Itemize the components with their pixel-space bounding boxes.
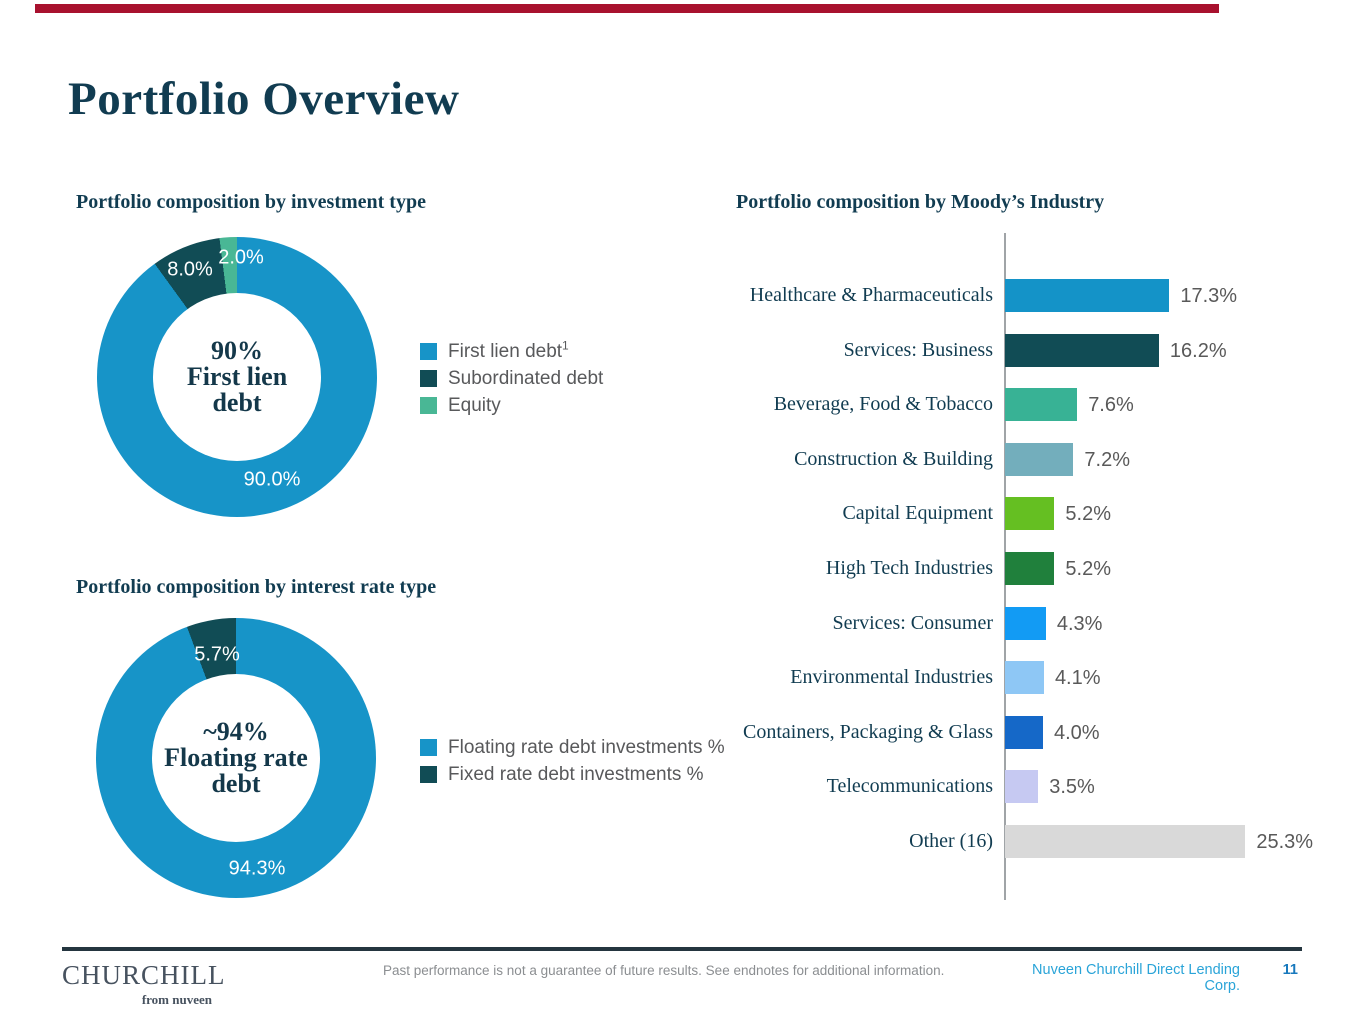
bar-value-label: 16.2% xyxy=(1169,339,1227,362)
bar-category-label: Capital Equipment xyxy=(842,502,993,525)
heading-moodys-industry: Portfolio composition by Moody’s Industr… xyxy=(736,191,1105,213)
from-nuveen-tagline: from nuveen xyxy=(141,992,212,1007)
bar-row: Beverage, Food & Tobacco 7.6% xyxy=(663,388,1323,422)
footer-divider-line xyxy=(62,947,1302,951)
donut-center-investment-type: 90% First lien debt xyxy=(153,293,321,461)
heading-investment-type: Portfolio composition by investment type xyxy=(76,191,426,213)
donut-center-label: Floating rate xyxy=(164,743,308,772)
bar-value-label: 7.6% xyxy=(1088,394,1134,417)
donut-center-label: First lien xyxy=(186,362,288,391)
bar-rect xyxy=(1005,497,1055,531)
donut-chart-investment-type: 90% First lien debt xyxy=(97,237,377,517)
donut-center-value: ~94% xyxy=(203,717,269,746)
donut-center-label: debt xyxy=(212,388,262,417)
bar-value-label: 4.1% xyxy=(1054,667,1101,690)
bar-row: High Tech Industries 5.2% xyxy=(663,552,1323,585)
legend-swatch xyxy=(420,739,437,756)
footer-disclaimer: Past performance is not a guarantee of f… xyxy=(383,963,945,978)
donut-center-label: debt xyxy=(211,769,261,798)
legend-swatch xyxy=(420,766,437,783)
bar-row: Services: Business 16.2% xyxy=(663,333,1323,367)
legend-item: Subordinated debt xyxy=(420,365,603,392)
legend-interest-rate: Floating rate debt investments % Fixed ra… xyxy=(420,734,725,788)
slice-label-first-lien: 90.0% xyxy=(243,468,301,491)
bar-category-label: Containers, Packaging & Glass xyxy=(743,720,993,743)
top-accent-bar xyxy=(35,4,1219,13)
bar-row: Containers, Packaging & Glass 4.0% xyxy=(663,715,1323,749)
bar-row: Other (16) 25.3% xyxy=(663,825,1323,858)
bar-rect xyxy=(1005,388,1078,422)
bar-row: Services: Consumer 4.3% xyxy=(663,606,1323,640)
bar-row: Telecommunications 3.5% xyxy=(663,770,1323,804)
legend-label: Fixed rate debt investments % xyxy=(448,763,704,785)
bar-category-label: Environmental Industries xyxy=(790,666,993,689)
bar-value-label: 7.2% xyxy=(1084,448,1130,471)
bar-row: Capital Equipment 5.2% xyxy=(663,497,1323,531)
churchill-wordmark: CHURCHILL xyxy=(62,960,226,990)
bar-category-label: High Tech Industries xyxy=(825,557,993,579)
donut-center-value: 90% xyxy=(211,336,263,365)
bar-chart-moodys-industry: Healthcare & Pharmaceuticals 17.3% Service… xyxy=(663,279,1323,879)
legend-item: First lien debt1 xyxy=(420,338,603,365)
bar-value-label: 5.2% xyxy=(1065,503,1111,526)
legend-label: Subordinated debt xyxy=(448,367,604,389)
footer-company-name: Nuveen Churchill Direct Lending Corp. xyxy=(1032,962,1240,994)
legend-label: Equity xyxy=(448,394,501,416)
legend-swatch xyxy=(420,343,437,360)
slice-label-equity: 2.0% xyxy=(218,246,264,269)
slice-label-fixed-rate: 5.7% xyxy=(194,643,240,666)
donut-center-interest-rate: ~94% Floating rate debt xyxy=(152,674,320,842)
footnote-superscript: 1 xyxy=(562,338,569,353)
legend-swatch xyxy=(420,397,437,414)
bar-rect xyxy=(1005,825,1246,858)
bar-category-label: Other (16) xyxy=(909,830,993,852)
bar-value-label: 5.2% xyxy=(1065,558,1111,580)
donut-chart-interest-rate: ~94% Floating rate debt xyxy=(96,618,376,898)
bar-category-label: Services: Business xyxy=(843,338,993,361)
slice-label-floating-rate: 94.3% xyxy=(228,857,286,880)
bar-rect xyxy=(1005,552,1055,585)
bar-value-label: 4.0% xyxy=(1054,721,1100,744)
bar-rect xyxy=(1005,606,1046,640)
bar-row: Construction & Building 7.2% xyxy=(663,442,1323,476)
bar-rect xyxy=(1005,715,1043,749)
heading-interest-rate-type: Portfolio composition by interest rate t… xyxy=(76,576,437,598)
churchill-logo: CHURCHILL from nuveen xyxy=(62,960,226,1008)
slice-label-subordinated: 8.0% xyxy=(167,258,213,281)
footer-page-number: 11 xyxy=(1282,962,1298,978)
bar-value-label: 17.3% xyxy=(1180,285,1238,307)
bar-category-label: Beverage, Food & Tobacco xyxy=(773,393,993,416)
legend-investment-type: First lien debt1 Subordinated debt Equity xyxy=(420,338,603,419)
legend-item: Equity xyxy=(420,392,603,419)
bar-rect xyxy=(1005,333,1159,367)
legend-item: Floating rate debt investments % xyxy=(420,734,725,761)
page-title: Portfolio Overview xyxy=(68,73,460,125)
legend-item: Fixed rate debt investments % xyxy=(420,761,725,788)
legend-swatch xyxy=(420,370,437,387)
bar-rect xyxy=(1005,279,1170,312)
legend-label: First lien debt1 xyxy=(448,338,569,362)
legend-label: Floating rate debt investments % xyxy=(448,736,725,758)
bar-category-label: Services: Consumer xyxy=(832,611,993,634)
bar-category-label: Telecommunications xyxy=(826,775,993,798)
bar-value-label: 3.5% xyxy=(1049,776,1095,799)
bar-rect xyxy=(1005,770,1039,804)
bar-row: Environmental Industries 4.1% xyxy=(663,661,1323,695)
bar-category-label: Healthcare & Pharmaceuticals xyxy=(749,284,993,306)
bar-value-label: 25.3% xyxy=(1256,831,1314,853)
bar-rect xyxy=(1005,661,1044,695)
bar-rect xyxy=(1005,442,1074,476)
bar-row: Healthcare & Pharmaceuticals 17.3% xyxy=(663,279,1323,312)
bar-category-label: Construction & Building xyxy=(794,447,993,470)
bar-value-label: 4.3% xyxy=(1056,612,1103,635)
